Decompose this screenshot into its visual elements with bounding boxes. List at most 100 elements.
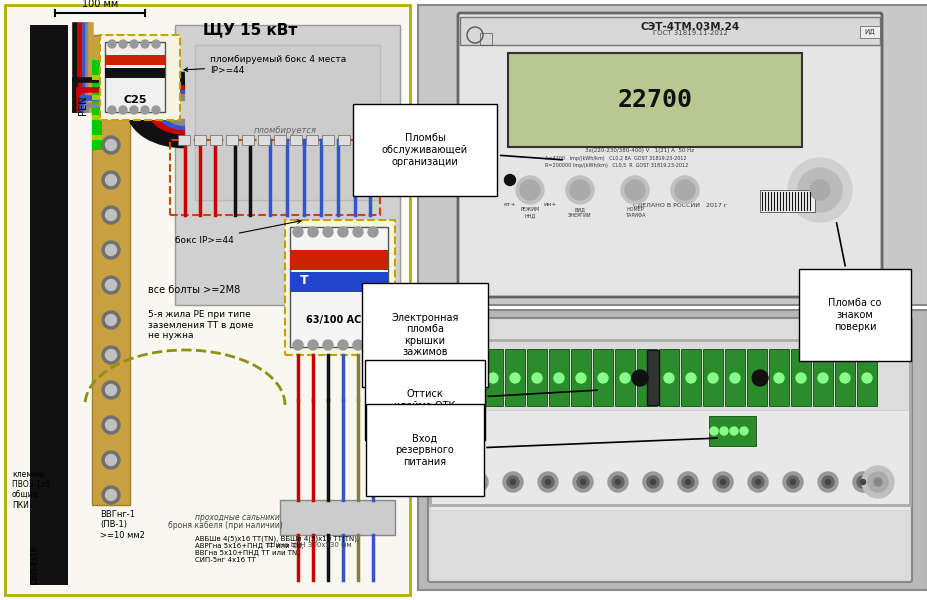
Circle shape (545, 479, 550, 485)
Circle shape (323, 340, 333, 350)
Text: бокс IP>=44: бокс IP>=44 (175, 220, 300, 245)
Circle shape (106, 385, 117, 395)
FancyBboxPatch shape (105, 55, 165, 65)
Circle shape (152, 40, 159, 48)
Circle shape (572, 472, 592, 492)
Circle shape (106, 245, 117, 256)
Text: PEN: PEN (78, 95, 88, 115)
Circle shape (510, 373, 519, 383)
Circle shape (337, 340, 348, 350)
Circle shape (504, 175, 514, 185)
FancyBboxPatch shape (5, 5, 410, 595)
FancyBboxPatch shape (680, 349, 700, 406)
Circle shape (119, 106, 127, 114)
Circle shape (102, 346, 120, 364)
Text: пломбируется: пломбируется (253, 126, 316, 135)
Circle shape (650, 479, 654, 485)
Text: R=200000 Imp/(kWh/km)   CL0,5  R  GOST 31819.23-2012: R=200000 Imp/(kWh/km) CL0,5 R GOST 31819… (544, 163, 688, 167)
FancyBboxPatch shape (92, 135, 102, 140)
FancyBboxPatch shape (273, 135, 286, 145)
Text: ин+: ин+ (542, 202, 556, 206)
FancyBboxPatch shape (859, 26, 879, 38)
Circle shape (839, 373, 849, 383)
FancyBboxPatch shape (856, 349, 876, 406)
FancyBboxPatch shape (592, 349, 613, 406)
FancyBboxPatch shape (258, 135, 270, 145)
Circle shape (707, 373, 717, 383)
FancyBboxPatch shape (570, 349, 590, 406)
FancyBboxPatch shape (458, 13, 881, 297)
Text: СИП-4x16: СИП-4x16 (31, 545, 40, 583)
Circle shape (442, 428, 456, 442)
FancyBboxPatch shape (92, 95, 102, 100)
FancyBboxPatch shape (768, 349, 788, 406)
Circle shape (861, 466, 893, 498)
FancyBboxPatch shape (708, 416, 756, 446)
Text: РЕЖИМ
ННД: РЕЖИМ ННД (520, 207, 539, 218)
Circle shape (443, 373, 453, 383)
Circle shape (106, 280, 117, 290)
Circle shape (782, 472, 802, 492)
Circle shape (809, 180, 829, 200)
Circle shape (873, 478, 881, 486)
Circle shape (506, 476, 518, 488)
Text: пломбируемый бокс 4 места
IP>=44: пломбируемый бокс 4 места IP>=44 (184, 55, 346, 75)
Circle shape (615, 479, 620, 485)
FancyBboxPatch shape (834, 349, 854, 406)
FancyBboxPatch shape (105, 42, 165, 112)
Circle shape (856, 476, 868, 488)
Circle shape (852, 472, 872, 492)
Circle shape (717, 476, 729, 488)
Circle shape (352, 227, 362, 237)
FancyBboxPatch shape (322, 135, 334, 145)
Text: Электронная
пломба
крышки
зажимов: Электронная пломба крышки зажимов (391, 311, 477, 358)
Circle shape (670, 176, 698, 204)
FancyBboxPatch shape (289, 227, 387, 347)
Circle shape (465, 373, 476, 383)
Circle shape (825, 479, 830, 485)
Circle shape (130, 40, 138, 48)
Circle shape (790, 479, 794, 485)
FancyBboxPatch shape (105, 68, 165, 78)
Circle shape (859, 479, 865, 485)
Circle shape (519, 180, 540, 200)
Text: A=4200   Imp/(kWh/km)   CL0,2 8A  GOST 31819.23-2012: A=4200 Imp/(kWh/km) CL0,2 8A GOST 31819.… (544, 155, 686, 161)
FancyBboxPatch shape (759, 190, 814, 212)
FancyBboxPatch shape (337, 135, 349, 145)
Text: Вход
резервного
питания: Вход резервного питания (395, 433, 717, 467)
FancyBboxPatch shape (226, 135, 237, 145)
Circle shape (106, 455, 117, 466)
Circle shape (102, 311, 120, 329)
FancyBboxPatch shape (306, 135, 318, 145)
Text: ВИД
ЭНЕРГИИ: ВИД ЭНЕРГИИ (567, 207, 591, 218)
Circle shape (565, 176, 593, 204)
FancyBboxPatch shape (703, 349, 722, 406)
FancyBboxPatch shape (615, 349, 634, 406)
FancyBboxPatch shape (636, 349, 656, 406)
Circle shape (510, 479, 514, 485)
Text: АВБШв 4(5)x16 ТТ(TN), ВБШв 4(5)x10 ТТ(TN),
АВРГна 5x16+ПНД ТТ или TN,
ВВГна 5x10: АВБШв 4(5)x16 ТТ(TN), ВБШв 4(5)x10 ТТ(TN… (195, 535, 359, 563)
Circle shape (368, 227, 377, 237)
Text: ЩУ 15 кВт: ЩУ 15 кВт (203, 22, 297, 37)
Circle shape (308, 340, 318, 350)
FancyBboxPatch shape (429, 410, 909, 510)
Circle shape (817, 373, 827, 383)
Circle shape (119, 40, 127, 48)
Circle shape (102, 136, 120, 154)
Text: проходные сальники: проходные сальники (195, 514, 280, 523)
FancyBboxPatch shape (195, 45, 379, 200)
Text: Пломба со
знаком
поверки: Пломба со знаком поверки (828, 223, 881, 332)
Circle shape (597, 373, 607, 383)
Circle shape (730, 427, 737, 435)
Circle shape (719, 479, 725, 485)
Circle shape (674, 180, 694, 200)
FancyBboxPatch shape (285, 220, 395, 355)
Circle shape (488, 373, 498, 383)
Circle shape (108, 106, 116, 114)
Circle shape (102, 381, 120, 399)
Circle shape (719, 427, 727, 435)
FancyBboxPatch shape (280, 500, 395, 535)
Circle shape (102, 276, 120, 294)
Text: ГОСТ 31819.11-2012: ГОСТ 31819.11-2012 (652, 30, 727, 36)
Text: ИД: ИД (864, 29, 874, 35)
